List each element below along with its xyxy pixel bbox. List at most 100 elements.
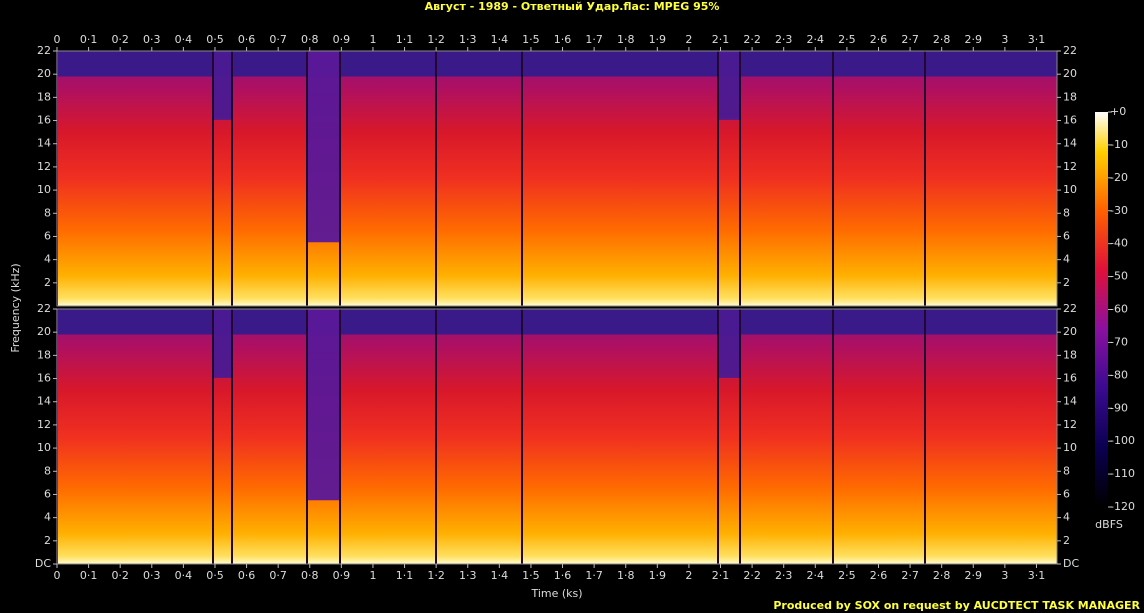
- colorbar-tick-label: -100: [1110, 434, 1135, 447]
- y-tick-label: 14: [37, 395, 51, 408]
- cutoff-band: [57, 309, 1057, 335]
- x-tick-label: 1·7: [585, 569, 603, 582]
- chart-title: Август - 1989 - Ответный Удар.flac: MPEG…: [425, 0, 720, 13]
- spectrogram: [57, 309, 1057, 564]
- colorbar-tick-label: -40: [1110, 237, 1128, 250]
- x-tick-label: 3·1: [1028, 569, 1046, 582]
- x-tick-label: 0: [54, 33, 61, 46]
- x-tick-label: 2·3: [775, 33, 793, 46]
- colorbar-tick-label: -20: [1110, 171, 1128, 184]
- y-tick-label: 2: [44, 534, 51, 547]
- x-tick-label: 1: [369, 569, 376, 582]
- y-tick-label: 6: [44, 229, 51, 242]
- x-tick-label: 1·4: [491, 569, 509, 582]
- y-tick-label: 14: [1063, 137, 1077, 150]
- colorbar-tick-label: -30: [1110, 204, 1128, 217]
- x-tick-label: 1·5: [522, 569, 540, 582]
- x-tick-label: 1·7: [585, 33, 603, 46]
- y-tick-label: 22: [37, 302, 51, 315]
- x-tick-label: 0·4: [175, 33, 193, 46]
- colorbar-tick-label: -70: [1110, 335, 1128, 348]
- y-tick-label: 10: [1063, 183, 1077, 196]
- x-tick-label: 1·1: [396, 33, 414, 46]
- x-tick-label: 0·4: [175, 569, 193, 582]
- x-tick-label: 2·9: [965, 33, 983, 46]
- x-tick-label: 2·6: [870, 33, 888, 46]
- x-tick-label: 0·2: [111, 33, 129, 46]
- y-tick-label: 22: [1063, 44, 1077, 57]
- x-tick-label: 2·2: [743, 33, 761, 46]
- x-tick-label: 2·4: [807, 33, 825, 46]
- x-tick-label: 2·5: [838, 33, 856, 46]
- y-tick-label: 16: [1063, 114, 1077, 127]
- x-tick-label: 1·6: [554, 569, 572, 582]
- cutoff-band: [307, 309, 340, 501]
- x-tick-label: 2·3: [775, 569, 793, 582]
- y-tick-label: 4: [44, 511, 51, 524]
- y-tick-label: 22: [1063, 302, 1077, 315]
- x-tick-label: 2·7: [901, 33, 919, 46]
- x-tick-label: 2: [685, 569, 692, 582]
- y-tick-label: 8: [44, 464, 51, 477]
- colorbar-tick-label: -60: [1110, 303, 1128, 316]
- x-tick-label: 0·9: [333, 569, 351, 582]
- x-tick-label: 0·8: [301, 569, 319, 582]
- y-tick-label: 20: [1063, 325, 1077, 338]
- x-tick-label: 2·2: [743, 569, 761, 582]
- x-tick-label: 0·5: [206, 33, 224, 46]
- x-tick-label: 1·1: [396, 569, 414, 582]
- x-tick-label: 1·2: [427, 569, 445, 582]
- colorbar-tick-label: -110: [1110, 467, 1135, 480]
- x-tick-label: 0·6: [238, 33, 256, 46]
- x-tick-label: 0·5: [206, 569, 224, 582]
- x-tick-label: 3: [1001, 569, 1008, 582]
- x-tick-label: 1·6: [554, 33, 572, 46]
- y-tick-label: 2: [1063, 534, 1070, 547]
- x-tick-label: 2·1: [712, 569, 730, 582]
- y-tick-label: 4: [1063, 253, 1070, 266]
- x-tick-label: 0·1: [80, 569, 98, 582]
- x-tick-label: 0·6: [238, 569, 256, 582]
- y-tick-label: 22: [37, 44, 51, 57]
- y-tick-label: 12: [1063, 418, 1077, 431]
- y-tick-label: 20: [1063, 67, 1077, 80]
- cutoff-band: [57, 51, 1057, 77]
- colorbar-label: dBFS: [1095, 518, 1123, 531]
- y-tick-label: 8: [44, 206, 51, 219]
- colorbar: [1095, 112, 1108, 507]
- plot-frame: [56, 308, 1058, 565]
- x-tick-label: 1·9: [649, 33, 667, 46]
- y-axis-label: Frequency (kHz): [9, 263, 22, 352]
- x-tick-label: 0·1: [80, 33, 98, 46]
- colorbar-tick-label: -90: [1110, 401, 1128, 414]
- x-tick-label: 0·7: [269, 569, 287, 582]
- y-tick-label: 4: [1063, 511, 1070, 524]
- y-tick-label: 20: [37, 325, 51, 338]
- x-tick-label: 1·5: [522, 33, 540, 46]
- y-tick-label: 16: [1063, 372, 1077, 385]
- y-tick-label: 16: [37, 372, 51, 385]
- y-tick-label: 6: [44, 487, 51, 500]
- x-tick-label: 1·4: [491, 33, 509, 46]
- x-tick-label: 1·8: [617, 569, 635, 582]
- y-tick-label: 14: [37, 137, 51, 150]
- y-tick-label: 6: [1063, 487, 1070, 500]
- x-tick-label: 1·9: [649, 569, 667, 582]
- y-tick-label: 10: [1063, 441, 1077, 454]
- x-tick-label: 0·8: [301, 33, 319, 46]
- x-tick-label: 2·4: [807, 569, 825, 582]
- y-tick-label: 18: [37, 90, 51, 103]
- y-tick-label: 18: [1063, 348, 1077, 361]
- x-tick-label: 1·2: [427, 33, 445, 46]
- y-tick-label: DC: [1063, 557, 1079, 570]
- colorbar-tick-label: -50: [1110, 270, 1128, 283]
- plot-frame: [56, 50, 1058, 307]
- colorbar-tick-label: -80: [1110, 368, 1128, 381]
- y-tick-label: 10: [37, 441, 51, 454]
- x-tick-label: 0·9: [333, 33, 351, 46]
- x-tick-label: 1·3: [459, 33, 477, 46]
- spectrogram: [57, 51, 1057, 306]
- x-tick-label: 0·2: [111, 569, 129, 582]
- x-tick-label: 2·7: [901, 569, 919, 582]
